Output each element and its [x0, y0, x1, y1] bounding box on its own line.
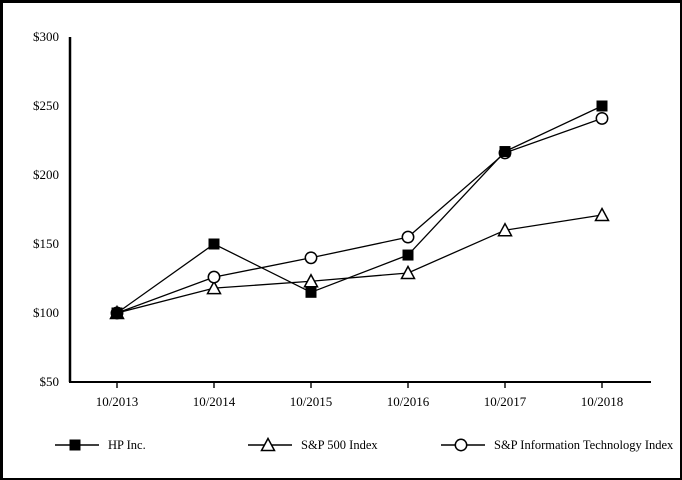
legend-label-sp-it: S&P Information Technology Index	[494, 437, 674, 452]
legend-item-hp-inc: HP Inc.	[55, 433, 146, 457]
data-point-open-triangle	[594, 206, 610, 222]
plot-area	[68, 37, 651, 388]
legend-item-sp500: S&P 500 Index	[248, 433, 378, 457]
x-tick-label-2016: 10/2016	[386, 394, 430, 409]
open-circle-legend-icon	[441, 438, 485, 452]
open-triangle-legend-icon	[248, 436, 292, 452]
y-tick-label-250: $250	[33, 98, 59, 113]
data-point-filled-square	[111, 307, 123, 319]
y-tick-label-300: $300	[33, 29, 59, 44]
series-line-filled-square	[116, 105, 603, 314]
data-point-open-circle	[304, 251, 318, 265]
data-point-open-triangle	[400, 264, 416, 280]
data-point-open-triangle	[497, 222, 513, 237]
data-point-filled-square	[305, 286, 317, 298]
data-point-filled-square	[208, 238, 220, 250]
y-tick-label-200: $200	[33, 167, 59, 182]
data-point-filled-square	[402, 249, 414, 261]
legend-item-sp-it: S&P Information Technology Index	[441, 433, 673, 457]
x-tick-label-2013: 10/2013	[95, 394, 139, 409]
x-tick-label-2018: 10/2018	[580, 394, 624, 409]
data-point-open-circle	[207, 270, 221, 284]
series-line-open-triangle	[116, 214, 603, 314]
data-point-open-triangle	[206, 280, 222, 295]
y-tick-label-150: $150	[33, 236, 59, 251]
y-tick-label-100: $100	[33, 305, 59, 320]
filled-square-legend-icon	[55, 439, 99, 451]
x-tick-label-2017: 10/2017	[483, 394, 527, 409]
y-tick-label-50: $50	[39, 374, 60, 389]
x-tick-label-2015: 10/2015	[289, 394, 333, 409]
data-point-open-circle	[595, 111, 609, 125]
series-line-open-circle	[116, 117, 603, 314]
data-point-open-circle	[401, 230, 415, 244]
data-point-filled-square	[596, 100, 608, 112]
legend-label-sp500: S&P 500 Index	[301, 437, 378, 452]
data-point-open-triangle	[303, 273, 319, 288]
data-point-filled-square	[499, 146, 511, 158]
x-tick-label-2014: 10/2014	[192, 394, 236, 409]
legend-label-hp-inc: HP Inc.	[108, 437, 146, 452]
